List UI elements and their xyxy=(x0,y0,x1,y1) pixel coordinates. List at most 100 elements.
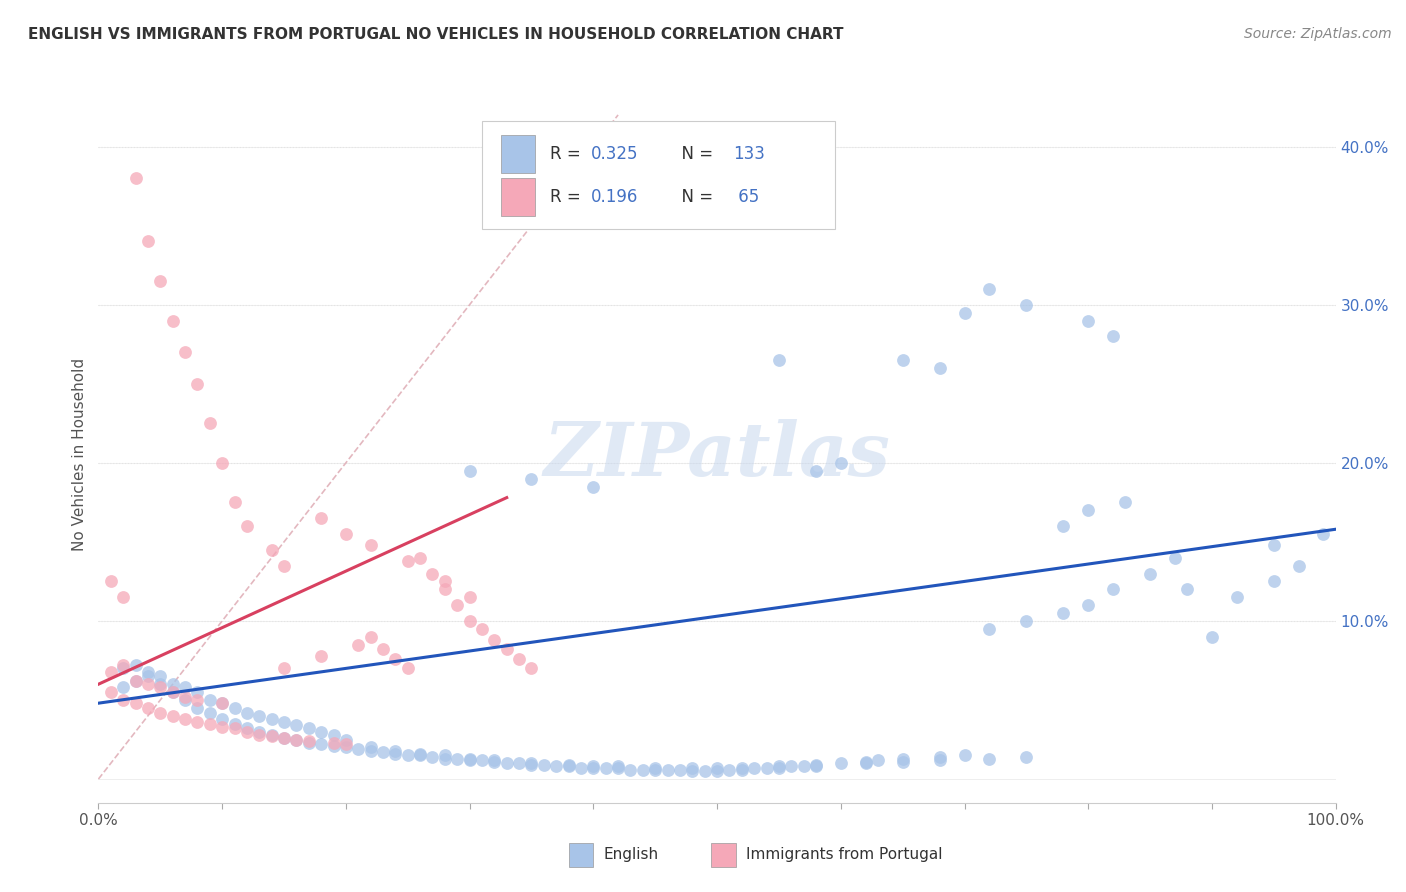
Point xyxy=(224,722,246,736)
Point xyxy=(322,739,344,753)
Point xyxy=(1102,582,1125,597)
Point xyxy=(396,554,419,568)
Point xyxy=(681,761,703,775)
Y-axis label: No Vehicles in Household: No Vehicles in Household xyxy=(72,359,87,551)
Point xyxy=(569,761,592,775)
Text: 133: 133 xyxy=(733,145,765,162)
Point xyxy=(335,740,357,755)
Point xyxy=(149,669,172,683)
Point xyxy=(742,761,765,775)
Point xyxy=(768,759,790,773)
Point xyxy=(247,724,270,739)
Point xyxy=(804,464,827,478)
Point xyxy=(644,761,666,775)
Point xyxy=(174,712,197,726)
Point xyxy=(793,759,815,773)
Point xyxy=(409,747,432,761)
Point xyxy=(706,764,728,779)
Point xyxy=(693,764,716,779)
Point xyxy=(1052,519,1074,533)
Point xyxy=(236,706,259,720)
Point xyxy=(124,171,146,186)
Text: Immigrants from Portugal: Immigrants from Portugal xyxy=(745,847,942,863)
Point xyxy=(124,696,146,710)
Point xyxy=(520,472,543,486)
Point xyxy=(384,747,406,761)
Point xyxy=(211,720,233,734)
Point xyxy=(186,685,208,699)
Point xyxy=(631,763,654,777)
Point xyxy=(198,716,221,731)
Point xyxy=(1226,591,1249,605)
Point xyxy=(866,753,889,767)
Point xyxy=(112,693,135,707)
Point xyxy=(755,761,778,775)
Text: 0.196: 0.196 xyxy=(591,188,638,206)
Point xyxy=(1175,582,1198,597)
Point xyxy=(112,661,135,675)
Point xyxy=(644,763,666,777)
Point xyxy=(322,728,344,742)
Point xyxy=(409,550,432,565)
Point xyxy=(260,730,283,744)
Point xyxy=(298,734,321,748)
Point xyxy=(1263,574,1285,589)
Point xyxy=(224,701,246,715)
Point xyxy=(112,681,135,695)
Point xyxy=(546,759,568,773)
Point xyxy=(582,761,605,775)
Point xyxy=(273,731,295,745)
Point xyxy=(124,674,146,689)
Point xyxy=(124,674,146,689)
Point xyxy=(149,274,172,288)
Point xyxy=(804,759,827,773)
Point xyxy=(298,722,321,736)
Point xyxy=(471,753,494,767)
Point xyxy=(335,737,357,751)
Point xyxy=(458,464,481,478)
Point xyxy=(458,753,481,767)
Point xyxy=(681,764,703,779)
Text: Source: ZipAtlas.com: Source: ZipAtlas.com xyxy=(1244,27,1392,41)
Point xyxy=(347,638,370,652)
Text: ENGLISH VS IMMIGRANTS FROM PORTUGAL NO VEHICLES IN HOUSEHOLD CORRELATION CHART: ENGLISH VS IMMIGRANTS FROM PORTUGAL NO V… xyxy=(28,27,844,42)
Point xyxy=(830,756,852,771)
Point xyxy=(224,495,246,509)
Point xyxy=(360,538,382,552)
Point xyxy=(1201,630,1223,644)
Point xyxy=(335,527,357,541)
Point xyxy=(657,763,679,777)
Point xyxy=(780,759,803,773)
Point xyxy=(322,736,344,750)
Point xyxy=(433,748,456,763)
Point xyxy=(162,677,184,691)
Point xyxy=(247,708,270,723)
Point xyxy=(1114,495,1136,509)
Point xyxy=(100,574,122,589)
FancyBboxPatch shape xyxy=(568,843,593,867)
Point xyxy=(396,661,419,675)
Point xyxy=(1015,298,1038,312)
Text: 0.325: 0.325 xyxy=(591,145,638,162)
Point xyxy=(979,751,1001,765)
Point xyxy=(224,716,246,731)
Point xyxy=(124,658,146,673)
Point xyxy=(891,353,914,368)
Point xyxy=(891,751,914,765)
FancyBboxPatch shape xyxy=(501,135,536,173)
FancyBboxPatch shape xyxy=(482,121,835,229)
Point xyxy=(273,558,295,573)
Point xyxy=(607,761,630,775)
Point xyxy=(136,677,159,691)
Point xyxy=(136,701,159,715)
Point xyxy=(409,748,432,763)
Point xyxy=(285,718,308,732)
Point xyxy=(1139,566,1161,581)
Point xyxy=(928,753,950,767)
Point xyxy=(1077,313,1099,327)
Point xyxy=(211,696,233,710)
Point xyxy=(731,761,754,775)
Point xyxy=(247,728,270,742)
Point xyxy=(1015,614,1038,628)
Point xyxy=(260,542,283,557)
